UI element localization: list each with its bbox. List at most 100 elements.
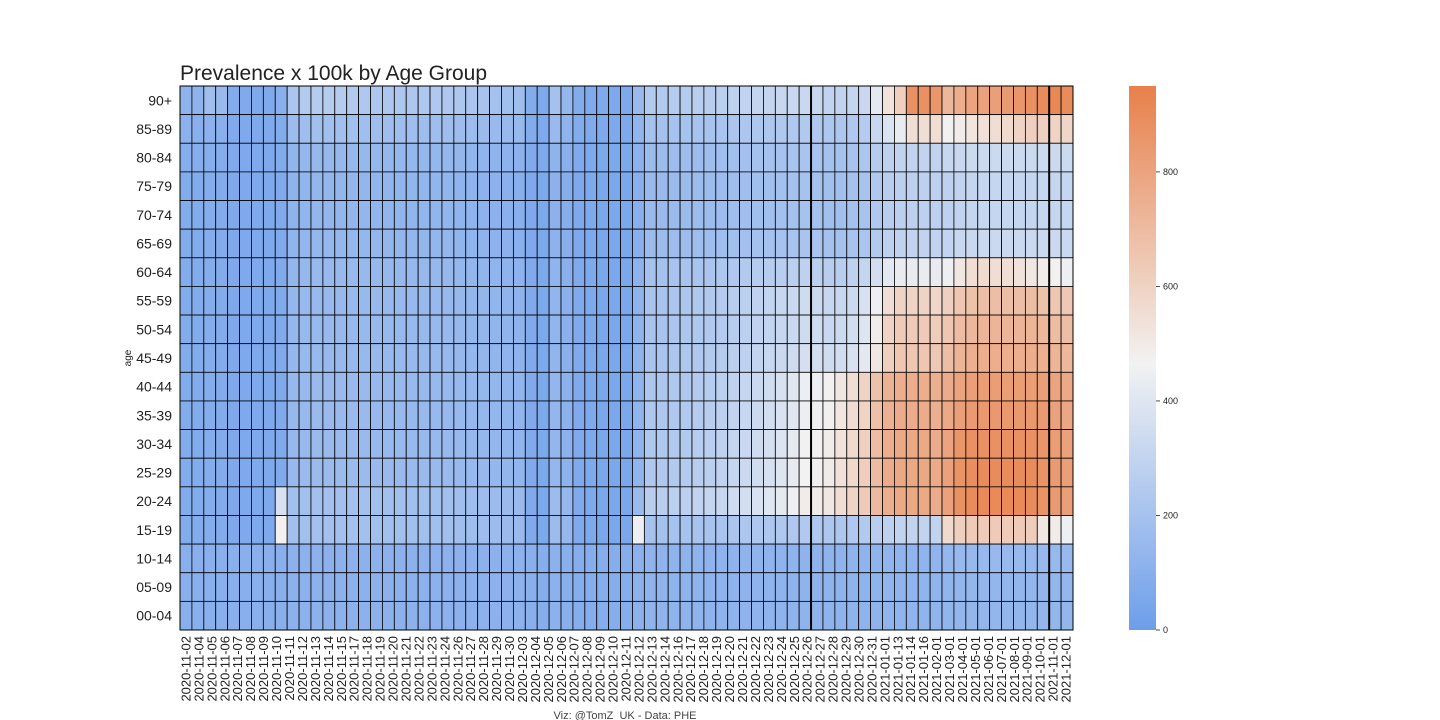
heatmap-cell <box>501 171 514 201</box>
heatmap-cell <box>608 228 621 259</box>
heatmap-cell <box>239 486 252 516</box>
heatmap-cell <box>334 171 348 201</box>
heatmap-cell <box>882 600 895 631</box>
heatmap-cell <box>810 400 824 430</box>
heatmap-cell <box>453 572 467 602</box>
heatmap-cell <box>465 257 479 287</box>
heatmap-cell <box>251 286 264 316</box>
heatmap-cell <box>882 371 895 402</box>
heatmap-cell <box>917 286 931 316</box>
column-label: 2020-12-24 <box>774 636 789 703</box>
heatmap-cell <box>465 457 479 488</box>
heatmap-cell <box>608 486 621 516</box>
heatmap-cell <box>1060 286 1074 316</box>
column-label: 2020-12-08 <box>580 636 595 703</box>
heatmap-cell <box>251 371 264 402</box>
heatmap-cell <box>596 228 610 259</box>
heatmap-cell <box>1036 457 1050 488</box>
heatmap-cell <box>953 314 967 345</box>
heatmap-cell <box>215 400 229 430</box>
heatmap-cell <box>941 457 955 488</box>
heatmap-cell <box>953 85 967 116</box>
heatmap-cell <box>179 515 193 545</box>
column-label: 2020-11-18 <box>360 636 375 702</box>
heatmap-cell <box>524 286 538 316</box>
heatmap-cell <box>501 286 514 316</box>
heatmap-cell <box>965 457 979 488</box>
heatmap-cell <box>739 171 752 201</box>
heatmap-cell <box>953 429 967 459</box>
heatmap-cell <box>763 543 776 574</box>
heatmap-cell <box>441 486 455 516</box>
heatmap-cell <box>1001 257 1014 287</box>
heatmap-cell <box>1036 600 1050 631</box>
heatmap-cell <box>1060 228 1074 259</box>
heatmap-cell <box>703 343 717 373</box>
heatmap-cell <box>346 257 360 287</box>
heatmap-cell <box>370 114 383 144</box>
heatmap-cell <box>977 543 991 574</box>
heatmap-cell <box>596 429 610 459</box>
heatmap-cell <box>358 114 371 144</box>
heatmap-cell <box>620 543 633 574</box>
heatmap-cell <box>989 543 1002 574</box>
heatmap-cell <box>727 171 741 201</box>
heatmap-cell <box>929 85 943 116</box>
heatmap-cell <box>882 486 895 516</box>
heatmap-cell <box>715 515 729 545</box>
heatmap-cell <box>536 429 550 459</box>
heatmap-cell <box>512 228 526 259</box>
heatmap-cell <box>298 343 312 373</box>
heatmap-cell <box>810 114 824 144</box>
heatmap-cell <box>870 429 883 459</box>
heatmap-cell <box>941 314 955 345</box>
heatmap-cell <box>405 371 419 402</box>
heatmap-cell <box>584 228 598 259</box>
heatmap-cell <box>322 600 336 631</box>
heatmap-cell <box>894 142 907 173</box>
heatmap-cell <box>262 400 276 430</box>
heatmap-cell <box>191 228 205 259</box>
column-label: 2020-12-04 <box>528 636 543 703</box>
heatmap-cell <box>929 515 943 545</box>
heatmap-cell <box>822 257 836 287</box>
heatmap-cell <box>953 600 967 631</box>
heatmap-cell <box>965 171 979 201</box>
heatmap-cell <box>584 171 598 201</box>
heatmap-cell <box>882 171 895 201</box>
heatmap-cell <box>560 600 574 631</box>
heatmap-cell <box>310 114 324 144</box>
heatmap-cell <box>572 486 586 516</box>
heatmap-cell <box>215 515 229 545</box>
heatmap-cell <box>774 85 788 116</box>
heatmap-cell <box>679 85 693 116</box>
heatmap-cell <box>215 600 229 631</box>
heatmap-cell <box>393 142 407 173</box>
column-label: 2020-11-21 <box>398 636 413 702</box>
heatmap-cell <box>191 600 205 631</box>
heatmap-cell <box>870 314 883 345</box>
heatmap-cell <box>560 171 574 201</box>
heatmap-cell <box>620 171 633 201</box>
heatmap-cell <box>953 171 967 201</box>
heatmap-cell <box>393 572 407 602</box>
heatmap-cell <box>703 572 717 602</box>
heatmap-cell <box>441 286 455 316</box>
heatmap-cell <box>489 200 502 230</box>
heatmap-cell <box>858 400 871 430</box>
heatmap-cell <box>989 257 1002 287</box>
heatmap-cell <box>596 486 610 516</box>
heatmap-cell <box>346 114 360 144</box>
heatmap-cell <box>989 200 1002 230</box>
heatmap-cell <box>965 572 979 602</box>
heatmap-cell <box>905 572 919 602</box>
heatmap-cell <box>810 85 824 116</box>
heatmap-cell <box>941 200 955 230</box>
heatmap-cell <box>632 200 645 230</box>
heatmap-cell <box>1024 572 1038 602</box>
heatmap-cell <box>501 457 514 488</box>
heatmap-cell <box>608 543 621 574</box>
heatmap-cell <box>608 114 621 144</box>
heatmap-cell <box>917 572 931 602</box>
heatmap-cell <box>655 457 669 488</box>
